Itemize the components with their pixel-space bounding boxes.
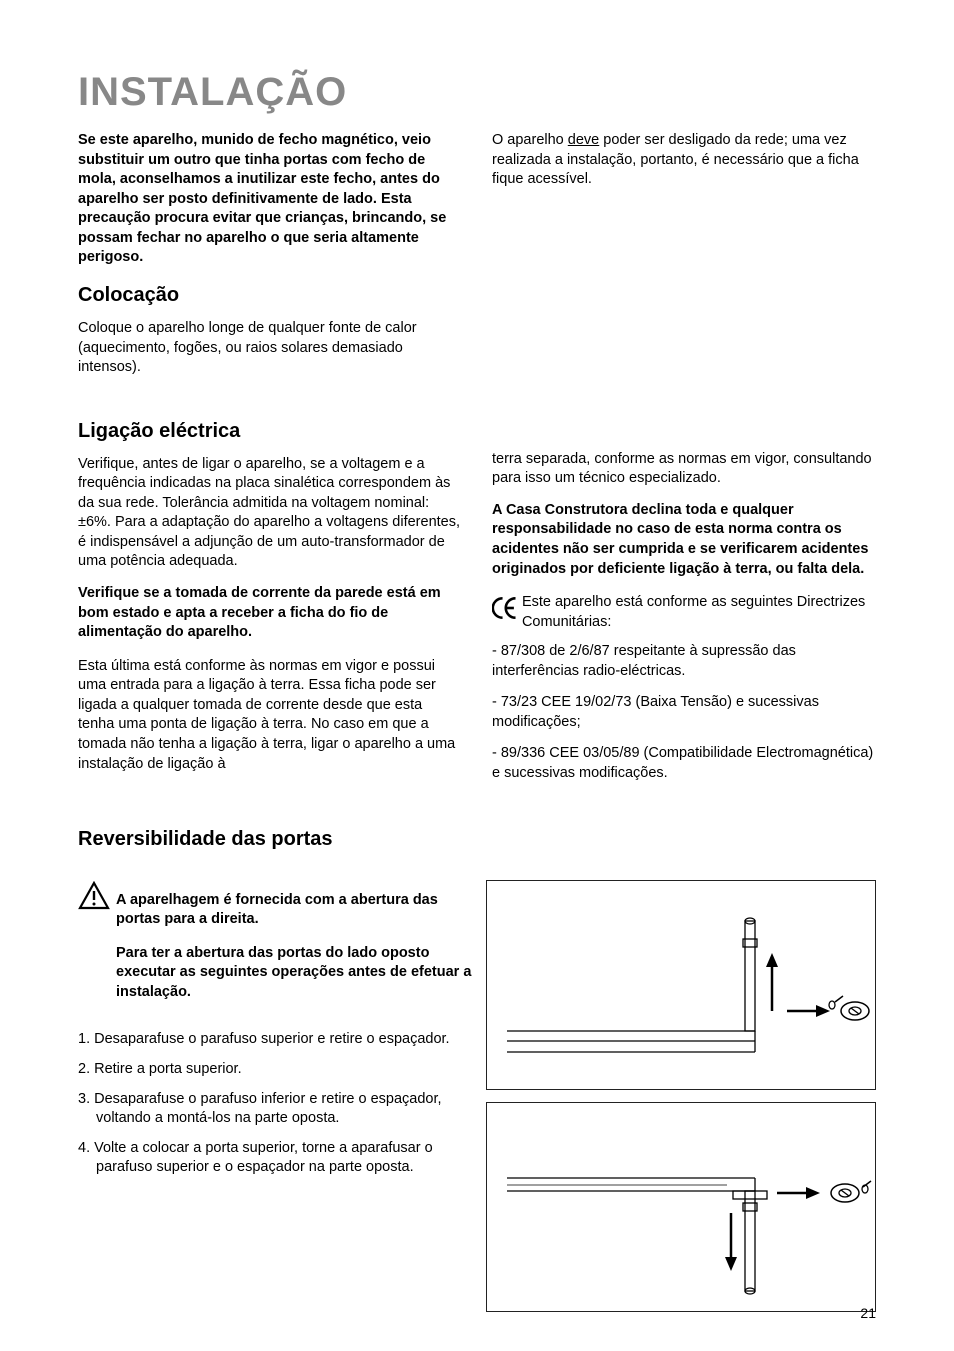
- para-ligacao-1: Verifique, antes de ligar o aparelho, se…: [78, 455, 462, 572]
- column-right: O aparelho deve poder ser desligado da r…: [492, 131, 876, 796]
- warning-text-1: A aparelhagem é fornecida com a abertura…: [116, 881, 477, 930]
- diagram-top-svg: [487, 881, 875, 1089]
- magnetic-lock-warning: Se este aparelho, munido de fecho magnét…: [78, 131, 462, 268]
- diagrams-column: [486, 880, 876, 1324]
- heading-reversibilidade: Reversibilidade das portas: [78, 826, 477, 853]
- para-directive-1: - 87/308 de 2/6/87 respeitante à supress…: [492, 642, 876, 681]
- column-left: Se este aparelho, munido de fecho magnét…: [78, 131, 462, 796]
- ce-mark-icon: [492, 593, 518, 623]
- step-3: 3. Desaparafuse o parafuso inferior e re…: [78, 1090, 477, 1129]
- para-terra: terra separada, conforme as normas em vi…: [492, 450, 876, 489]
- diagram-top: [486, 880, 876, 1090]
- para-casa-construtora: A Casa Construtora declina toda e qualqu…: [492, 501, 876, 579]
- lower-left-section: Reversibilidade das portas A aparelhagem…: [78, 826, 477, 1178]
- diagram-bottom-svg: [487, 1103, 875, 1311]
- para-ligacao-2: Verifique se a tomada de corrente da par…: [78, 584, 462, 643]
- para-ligacao-3: Esta última está conforme às normas em v…: [78, 657, 462, 774]
- ce-mark-row: Este aparelho está conforme as seguintes…: [492, 593, 876, 632]
- deve-underline: deve: [568, 132, 599, 148]
- two-column-upper: Se este aparelho, munido de fecho magnét…: [78, 131, 876, 796]
- page-title: INSTALAÇÃO: [78, 70, 876, 115]
- para-colocacao: Coloque o aparelho longe de qualquer fon…: [78, 319, 462, 378]
- deve-pre: O aparelho: [492, 132, 568, 148]
- para-directive-3: - 89/336 CEE 03/05/89 (Compatibilidade E…: [492, 744, 876, 783]
- warning-text-2: Para ter a abertura das portas do lado o…: [116, 944, 477, 1003]
- heading-colocacao: Colocação: [78, 282, 462, 309]
- para-ce: Este aparelho está conforme as seguintes…: [522, 593, 876, 632]
- para-deve: O aparelho deve poder ser desligado da r…: [492, 131, 876, 190]
- para-directive-2: - 73/23 CEE 19/02/73 (Baixa Tensão) e su…: [492, 693, 876, 732]
- page-number: 21: [860, 1305, 876, 1321]
- spacer: [492, 202, 876, 450]
- diagram-bottom: [486, 1102, 876, 1312]
- step-4: 4. Volte a colocar a porta superior, tor…: [78, 1139, 477, 1178]
- warning-triangle-icon: [78, 881, 110, 911]
- heading-ligacao: Ligação eléctrica: [78, 418, 462, 445]
- warning-block: A aparelhagem é fornecida com a abertura…: [78, 881, 477, 930]
- step-2: 2. Retire a porta superior.: [78, 1060, 477, 1080]
- step-1: 1. Desaparafuse o parafuso superior e re…: [78, 1030, 477, 1050]
